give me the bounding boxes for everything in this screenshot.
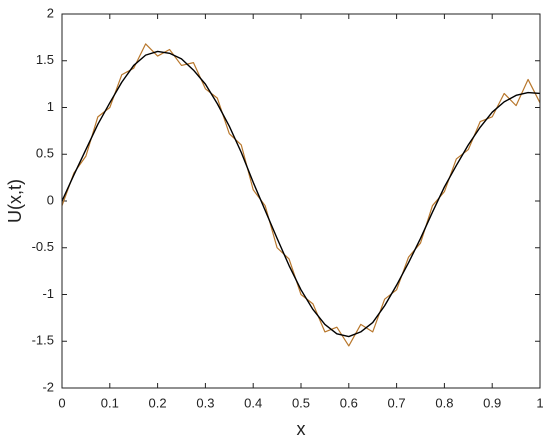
x-tick-label: 0.2	[149, 395, 167, 410]
x-tick-label: 0.3	[196, 395, 214, 410]
x-tick-label: 0.5	[292, 395, 310, 410]
x-tick-label: 0	[58, 395, 65, 410]
y-tick-label: -0.5	[32, 239, 54, 254]
y-tick-label: 0.5	[36, 146, 54, 161]
x-tick-label: 0.7	[388, 395, 406, 410]
y-tick-label: -1	[42, 286, 54, 301]
data-line	[61, 50, 541, 338]
y-tick-label: 2	[47, 5, 54, 20]
y-tick-label: -2	[42, 379, 54, 394]
x-tick-label: 0.4	[244, 395, 262, 410]
x-tick-label: 0.9	[483, 395, 501, 410]
y-tick-label: 0	[47, 192, 54, 207]
x-tick-label: 1	[536, 395, 543, 410]
y-tick-label: 1	[47, 99, 54, 114]
y-axis-title: U(x,t)	[5, 179, 25, 223]
data-line	[61, 43, 541, 347]
plot-frame	[61, 13, 541, 389]
x-tick-label: 0.8	[435, 395, 453, 410]
x-axis-title: x	[297, 419, 306, 439]
x-tick-label: 0.6	[340, 395, 358, 410]
y-tick-label: 1.5	[36, 52, 54, 67]
y-tick-label: -1.5	[32, 333, 54, 348]
x-tick-label: 0.1	[101, 395, 119, 410]
